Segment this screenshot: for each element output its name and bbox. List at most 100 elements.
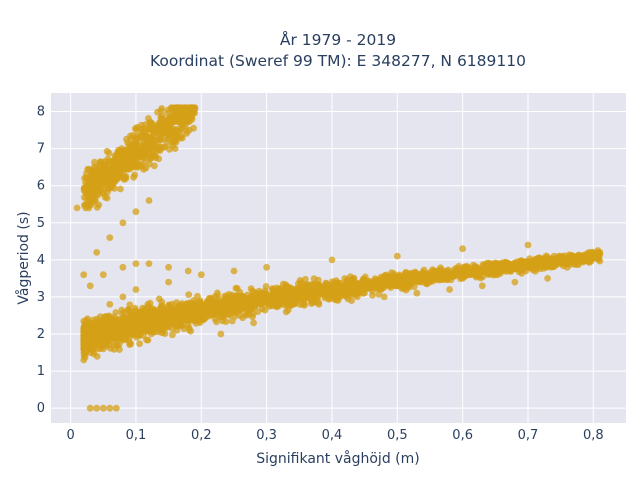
data-point (405, 284, 413, 291)
data-point (202, 314, 210, 321)
data-point (393, 282, 401, 290)
data-point (492, 261, 500, 269)
data-point (273, 302, 281, 310)
data-point (196, 297, 204, 305)
data-point (145, 260, 153, 267)
data-point (152, 126, 159, 134)
data-point (87, 324, 94, 332)
data-point (481, 268, 488, 276)
data-point (308, 300, 315, 307)
data-point (385, 276, 393, 284)
data-point (144, 336, 152, 344)
data-point (132, 286, 140, 293)
data-point (110, 164, 118, 172)
data-point (107, 176, 115, 184)
chart-title-line1: År 1979 - 2019 (280, 30, 396, 49)
data-point (594, 256, 602, 263)
data-point (450, 266, 458, 274)
data-point (119, 293, 127, 301)
data-point (140, 312, 148, 320)
data-point (196, 319, 204, 326)
data-point (168, 130, 175, 138)
data-point (230, 303, 238, 311)
data-point (99, 167, 107, 175)
data-point (145, 115, 152, 122)
y-tick-label: 6 (37, 179, 45, 194)
data-point (121, 176, 128, 183)
data-point (103, 194, 111, 202)
data-point (119, 219, 127, 227)
data-point (180, 325, 188, 333)
data-point (263, 263, 270, 271)
data-point (348, 297, 355, 304)
chart-title-line2: Koordinat (Sweref 99 TM): E 348277, N 61… (150, 52, 526, 70)
data-point (132, 260, 140, 267)
data-point (160, 124, 168, 132)
data-point (175, 127, 182, 135)
data-point (165, 323, 173, 330)
data-point (161, 330, 169, 337)
data-point (161, 143, 169, 151)
data-point (131, 171, 139, 179)
data-point (96, 175, 104, 183)
data-point (517, 266, 524, 274)
data-point (403, 277, 411, 285)
data-point (254, 308, 262, 315)
data-point (347, 282, 355, 289)
data-point (437, 264, 444, 272)
data-point (105, 149, 113, 157)
data-point (99, 318, 107, 325)
data-point (145, 326, 153, 334)
y-axis-label: Vågperiod (s) (15, 211, 32, 304)
data-point (459, 245, 466, 253)
x-tick-label: 0,1 (126, 428, 147, 443)
data-point (380, 293, 388, 301)
data-point (165, 278, 173, 286)
data-point (295, 293, 303, 301)
data-point (188, 305, 196, 313)
data-point (109, 326, 117, 334)
data-point (164, 109, 172, 117)
data-point (83, 174, 90, 182)
data-point (572, 261, 579, 268)
data-point (596, 249, 604, 256)
data-point (86, 197, 94, 204)
data-point (513, 258, 521, 266)
data-point (93, 353, 101, 360)
data-point (563, 263, 571, 271)
y-tick-label: 8 (37, 105, 45, 120)
data-point (190, 314, 198, 322)
data-point (376, 283, 383, 290)
y-tick-label: 2 (37, 327, 45, 342)
data-point (211, 308, 218, 316)
data-point (280, 291, 288, 298)
data-point (85, 165, 93, 173)
data-point (221, 292, 229, 300)
data-point (156, 314, 164, 322)
data-point (112, 174, 120, 182)
data-point (214, 289, 221, 297)
data-point (268, 285, 276, 293)
data-point (157, 107, 165, 114)
data-point (176, 134, 184, 142)
data-point (139, 134, 146, 141)
data-point (125, 141, 133, 149)
data-point (250, 319, 257, 327)
data-point (172, 104, 180, 112)
data-point (105, 319, 112, 326)
data-point (361, 286, 368, 293)
data-point (92, 338, 100, 346)
data-point (188, 300, 196, 307)
data-point (132, 307, 139, 315)
y-tick-label: 4 (37, 253, 45, 268)
data-point (132, 208, 140, 216)
data-point (315, 300, 323, 308)
data-point (83, 343, 91, 351)
y-tick-label: 3 (37, 290, 45, 305)
data-point (262, 283, 270, 290)
grid-lines (51, 93, 626, 423)
data-point (155, 295, 163, 303)
data-point (420, 266, 428, 274)
data-point (328, 256, 336, 264)
data-point (151, 162, 158, 170)
